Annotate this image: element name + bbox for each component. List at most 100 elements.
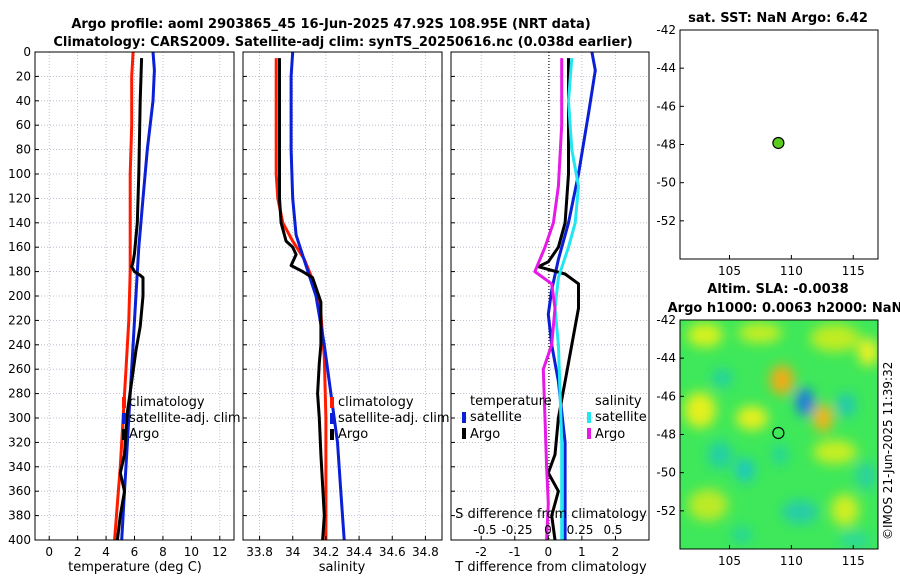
x-tick-label: 10 (184, 545, 199, 559)
series-line-salinity-argo (533, 58, 564, 541)
s-tick-label: 0 (544, 523, 552, 537)
x-tick-label: 0 (45, 545, 53, 559)
legend-label-climatology: climatology (129, 395, 205, 410)
y-tick-label: -50 (656, 176, 676, 190)
series-line-temperature-argo (536, 58, 580, 541)
x-tick-label: 34.6 (379, 545, 406, 559)
x-tick-label: 110 (780, 554, 803, 568)
legend-swatch-climatology (122, 397, 126, 408)
x-tick-label: 115 (842, 554, 865, 568)
series-line-climatology (113, 51, 135, 541)
legend-label-satellite: satellite-adj. clim (338, 411, 450, 426)
y-tick-label: 0 (23, 45, 31, 59)
y-tick-label: 380 (8, 509, 31, 523)
temperature-xlabel: temperature (deg C) (68, 560, 202, 575)
x-tick-label: 115 (842, 264, 865, 278)
legend-swatch-sal-argo (587, 428, 591, 439)
sla-title: Altim. SLA: -0.0038 (707, 282, 848, 297)
y-tick-label: -52 (656, 504, 676, 518)
sla-ticks: 105 110 115 -42 -44 -46 -48 -50 -52 (656, 313, 864, 568)
legend-heading-salinity: salinity (595, 394, 642, 409)
y-tick-label: 200 (8, 289, 31, 303)
x-tick-label: 6 (131, 545, 139, 559)
y-tick-label: 300 (8, 411, 31, 425)
y-tick-label: -52 (656, 214, 676, 228)
y-tick-label: 20 (16, 69, 31, 83)
legend-label-sal-argo: Argo (595, 427, 625, 442)
series-line-argo (115, 58, 145, 541)
legend-label-climatology: climatology (338, 395, 414, 410)
imos-watermark: ©IMOS 21-Jun-2025 11:39:32 (881, 362, 895, 540)
series-line-satellite-adj-clim (120, 51, 156, 541)
legend-swatch-temp-satellite (462, 412, 466, 423)
y-tick-label: -48 (656, 428, 676, 442)
title-line-1: Argo profile: aoml 2903865_45 16-Jun-202… (71, 17, 590, 32)
y-tick-label: -50 (656, 466, 676, 480)
salinity-panel: 33.8 34 34.2 34.4 34.6 34.8 climatology satel… (242, 51, 450, 575)
legend-label-temp-argo: Argo (470, 427, 500, 442)
y-tick-label: -42 (656, 313, 676, 327)
x-tick-label: 105 (718, 264, 741, 278)
argo-location-marker (772, 426, 785, 440)
difference-panel: -2 -1 0 1 2 temperature satellite Argo salin… (450, 51, 650, 575)
y-tick-label: -44 (656, 351, 676, 365)
y-tick-label: 60 (16, 118, 31, 132)
salinity-xlabel: salinity (319, 560, 366, 575)
y-tick-label: -46 (656, 389, 676, 403)
legend-label-argo: Argo (129, 427, 159, 442)
legend-swatch-argo (122, 429, 126, 440)
x-tick-label: 0 (545, 545, 553, 559)
x-tick-label: 2 (74, 545, 82, 559)
difference-ticks: -2 -1 0 1 2 (451, 51, 620, 559)
sst-panel: 105 110 115 -42 -44 -46 -48 -50 -52 (656, 23, 879, 278)
salinity-lines (274, 51, 346, 541)
x-tick-label: 2 (612, 545, 620, 559)
y-tick-label: 320 (8, 435, 31, 449)
legend-label-sal-satellite: satellite (595, 410, 647, 425)
y-tick-label: 220 (8, 313, 31, 327)
salinity-legend: climatology satellite-adj. clim Argo (330, 395, 450, 442)
y-tick-label: -48 (656, 138, 676, 152)
legend-swatch-argo (330, 429, 334, 440)
legend-label-satellite: satellite-adj. clim (129, 411, 241, 426)
sla-subtitle: Argo h1000: 0.0063 h2000: NaN (668, 301, 900, 316)
y-tick-label: 140 (8, 216, 31, 230)
legend-swatch-satellite (330, 413, 334, 424)
y-tick-label: 100 (8, 167, 31, 181)
y-tick-label: -46 (656, 99, 676, 113)
x-tick-label: 8 (159, 545, 167, 559)
difference-xlabel: T difference from climatology (454, 560, 647, 575)
argo-location-marker (772, 136, 785, 150)
difference-xlabel-top: S difference from climatology (455, 507, 647, 522)
series-line-argo (278, 58, 326, 541)
legend-swatch-temp-argo (462, 428, 466, 439)
x-tick-label: 34.8 (412, 545, 439, 559)
y-tick-label: 260 (8, 362, 31, 376)
legend-heading-temperature: temperature (470, 394, 552, 409)
y-tick-label: -42 (656, 23, 676, 37)
series-line-salinity-satellite (553, 57, 580, 540)
x-tick-label: 34 (285, 545, 300, 559)
y-tick-label: -44 (656, 61, 676, 75)
salinity-ticks: 33.8 34 34.2 34.4 34.6 34.8 (243, 51, 439, 559)
y-tick-label: 360 (8, 484, 31, 498)
x-tick-label: -1 (509, 545, 521, 559)
x-tick-label: 34.2 (313, 545, 340, 559)
y-tick-label: 400 (8, 533, 31, 547)
temperature-legend: climatology satellite-adj. clim Argo (122, 395, 241, 442)
temperature-panel: 0204060801001201401601802002202402602803… (8, 45, 241, 575)
s-tick-label: -0.25 (501, 523, 532, 537)
y-tick-label: 80 (16, 143, 31, 157)
y-tick-label: 120 (8, 191, 31, 205)
y-tick-label: 180 (8, 265, 31, 279)
legend-swatch-satellite (122, 413, 126, 424)
x-tick-label: 110 (780, 264, 803, 278)
s-tick-label: 0.25 (567, 523, 594, 537)
x-tick-label: -2 (475, 545, 487, 559)
legend-label-temp-satellite: satellite (470, 410, 522, 425)
sla-marks (772, 426, 785, 440)
sla-heatmap-blobs (684, 323, 878, 548)
y-tick-label: 240 (8, 338, 31, 352)
legend-label-argo: Argo (338, 427, 368, 442)
